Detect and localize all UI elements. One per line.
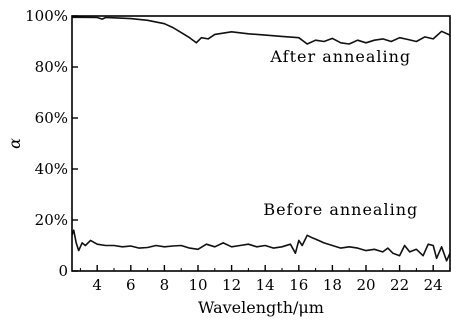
series-annotation: After annealing: [269, 47, 411, 66]
x-axis-title: Wavelength/μm: [198, 298, 324, 317]
y-axis-ticks: 0 20% 40% 60% 80% 100%: [25, 7, 78, 280]
x-tick-label: 6: [126, 276, 136, 294]
series-line-after-annealing: [72, 16, 451, 45]
x-tick-label: 12: [222, 276, 241, 294]
y-tick-label: 40%: [35, 160, 68, 178]
y-tick-label: 80%: [35, 58, 68, 76]
x-tick-label: 24: [424, 276, 443, 294]
y-tick-label: 20%: [35, 211, 68, 229]
x-tick-label: 20: [356, 276, 375, 294]
x-tick-label: 18: [323, 276, 342, 294]
x-tick-label: 14: [256, 276, 275, 294]
x-axis-ticks: 4 6 8 10 12 14 16 18 20 22 24: [79, 265, 451, 294]
y-tick-label: 60%: [35, 109, 68, 127]
x-tick-label: 8: [160, 276, 170, 294]
plot-frame: [71, 15, 451, 272]
y-tick-label: 0: [58, 262, 68, 280]
series-line-before-annealing: [71, 229, 451, 262]
series-lines: [71, 16, 451, 262]
y-tick-label: 100%: [25, 7, 68, 25]
x-tick-label: 10: [188, 276, 207, 294]
x-tick-label: 22: [390, 276, 409, 294]
annotations: After annealing Before annealing: [263, 47, 418, 219]
series-annotation: Before annealing: [263, 200, 418, 219]
y-axis-title: α: [5, 138, 24, 149]
x-tick-label: 16: [289, 276, 308, 294]
x-tick-label: 4: [92, 276, 102, 294]
